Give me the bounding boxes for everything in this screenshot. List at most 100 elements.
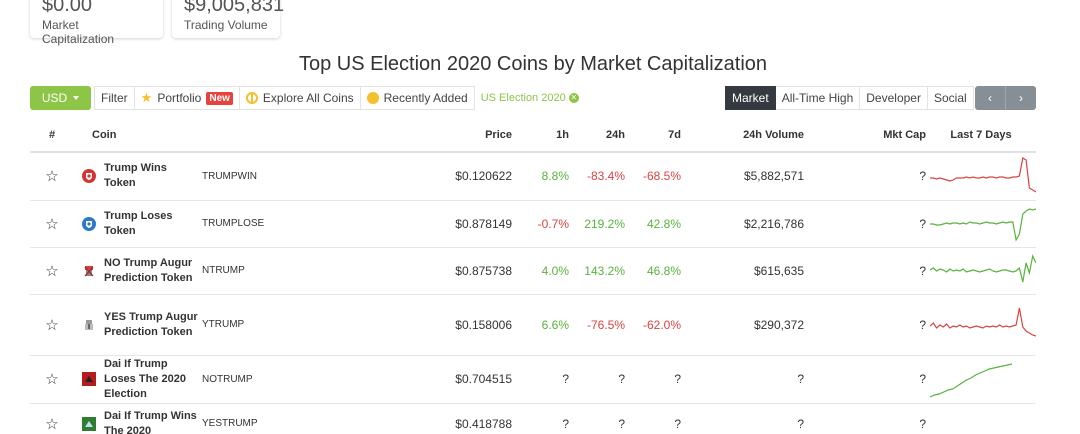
change-7d-cell: -68.5% bbox=[625, 152, 681, 201]
sparkline-path bbox=[930, 157, 1036, 193]
header-last-7-days: Last 7 Days bbox=[926, 119, 1036, 153]
recently-added-label: Recently Added bbox=[383, 91, 468, 105]
new-badge: New bbox=[206, 91, 233, 105]
portfolio-label: Portfolio bbox=[157, 91, 202, 105]
coin-symbol: TRUMPWIN bbox=[202, 170, 257, 182]
mkt-cap-cell: ? bbox=[804, 200, 926, 248]
sparkline-path bbox=[930, 307, 1036, 337]
coin-icon bbox=[366, 92, 379, 104]
sparkline-path bbox=[930, 253, 1036, 282]
coin-cell[interactable]: Trump Loses Token TRUMPLOSE bbox=[74, 209, 414, 239]
close-icon[interactable]: ✕ bbox=[568, 93, 579, 103]
coin-name[interactable]: Trump Loses Token bbox=[104, 209, 173, 237]
volume-cell: $5,882,571 bbox=[681, 152, 804, 201]
tab-all-time-high[interactable]: All-Time High bbox=[775, 86, 861, 110]
trading-volume-card: $9,005,831 Trading Volume bbox=[172, 0, 285, 38]
green-square-icon bbox=[82, 416, 96, 431]
coin-symbol: YESTRUMP bbox=[202, 418, 258, 429]
pager: ‹ › bbox=[975, 86, 1036, 110]
table-row[interactable]: ☆ YES Trump Augur Prediction Token YTRUMP $… bbox=[30, 294, 1036, 356]
header-mkt-cap[interactable]: Mkt Cap bbox=[804, 119, 926, 153]
coin-name[interactable]: Dai If Trump Wins The 2020 bbox=[104, 409, 197, 434]
header-coin-label: Coin bbox=[92, 129, 117, 141]
recently-added-button[interactable]: Recently Added bbox=[360, 86, 475, 110]
table-row[interactable]: ☆ Dai If Trump Loses The 2020 Election NOT… bbox=[30, 355, 1036, 404]
explore-all-coins-button[interactable]: Explore All Coins bbox=[239, 86, 361, 110]
price-cell: $0.878149 bbox=[414, 200, 512, 248]
change-7d-cell: ? bbox=[625, 403, 681, 434]
coin-cell[interactable]: Dai If Trump Loses The 2020 Election NOTR… bbox=[74, 357, 414, 402]
market-cap-value: $0.00 bbox=[42, 0, 93, 16]
change-1h-cell: 8.8% bbox=[512, 152, 569, 201]
favorite-star-icon[interactable]: ☆ bbox=[45, 415, 59, 433]
price-cell: $0.418788 bbox=[414, 403, 512, 434]
yes-trump-icon bbox=[82, 318, 96, 332]
star-icon: ★ bbox=[140, 90, 153, 105]
price-cell: $0.120622 bbox=[414, 152, 512, 201]
tab-market[interactable]: Market bbox=[725, 86, 776, 110]
page-title: Top US Election 2020 Coins by Market Cap… bbox=[298, 53, 768, 75]
category-tag[interactable]: US Election 2020 ✕ bbox=[474, 86, 585, 110]
category-tag-label: US Election 2020 bbox=[480, 92, 566, 104]
change-24h-cell: ? bbox=[569, 403, 625, 434]
market-cap-card: $0.00 Market Capitalization bbox=[30, 0, 163, 46]
change-24h-cell: 219.2% bbox=[569, 200, 625, 248]
sparkline-chart bbox=[930, 307, 1036, 337]
price-cell: $0.704515 bbox=[414, 355, 512, 404]
favorite-star-icon[interactable]: ☆ bbox=[45, 262, 59, 280]
change-1h-cell: 6.6% bbox=[512, 294, 569, 356]
market-cap-label: Market Capitalization bbox=[42, 18, 115, 46]
currency-dropdown[interactable]: USD bbox=[30, 86, 91, 110]
explore-label: Explore All Coins bbox=[262, 91, 354, 105]
volume-cell: ? bbox=[681, 355, 804, 404]
header-1h[interactable]: 1h bbox=[512, 119, 569, 153]
header-24h[interactable]: 24h bbox=[569, 119, 625, 153]
table-body: ☆ Trump Wins Token TRUMPWIN $0.120622 8.8% -8… bbox=[30, 152, 1036, 434]
change-7d-cell: 42.8% bbox=[625, 200, 681, 248]
table-row[interactable]: ☆ Trump Wins Token TRUMPWIN $0.120622 8.8% -8… bbox=[30, 152, 1036, 201]
portfolio-button[interactable]: ★ Portfolio New bbox=[134, 86, 240, 110]
filter-label: Filter bbox=[101, 91, 128, 105]
favorite-star-icon[interactable]: ☆ bbox=[45, 316, 59, 334]
header-rank: # bbox=[30, 119, 74, 153]
favorite-star-icon[interactable]: ☆ bbox=[45, 168, 59, 186]
coin-name[interactable]: NO Trump Augur Prediction Token bbox=[104, 256, 193, 284]
red-square-icon bbox=[82, 372, 96, 386]
coin-cell[interactable]: NO Trump Augur Prediction Token NTRUMP bbox=[74, 256, 414, 286]
mkt-cap-cell: ? bbox=[804, 403, 926, 434]
red-shield-icon bbox=[82, 169, 96, 184]
volume-cell: $290,372 bbox=[681, 294, 804, 356]
change-1h-cell: 4.0% bbox=[512, 247, 569, 295]
table-row[interactable]: ☆ NO Trump Augur Prediction Token NTRUMP $0… bbox=[30, 247, 1036, 295]
favorite-star-icon[interactable]: ☆ bbox=[45, 371, 59, 388]
next-page-button[interactable]: › bbox=[1019, 91, 1023, 105]
coin-name[interactable]: Dai If Trump Loses The 2020 Election bbox=[104, 357, 186, 400]
sparkline-chart bbox=[930, 253, 1036, 282]
header-24h-volume[interactable]: 24h Volume bbox=[681, 119, 804, 153]
coin-cell[interactable]: Trump Wins Token TRUMPWIN bbox=[74, 161, 414, 191]
coin-name[interactable]: YES Trump Augur Prediction Token bbox=[104, 310, 198, 338]
filter-button[interactable]: Filter bbox=[94, 86, 135, 110]
coin-name[interactable]: Trump Wins Token bbox=[104, 162, 167, 190]
table-row[interactable]: ☆ Dai If Trump Wins The 2020 YESTRUMP $0.41… bbox=[30, 403, 1036, 434]
sparkline-chart bbox=[930, 157, 1036, 193]
caret-down-icon bbox=[73, 96, 80, 100]
change-24h-cell: -83.4% bbox=[569, 152, 625, 201]
favorite-star-icon[interactable]: ☆ bbox=[45, 215, 59, 233]
coin-cell[interactable]: YES Trump Augur Prediction Token YTRUMP bbox=[74, 310, 414, 340]
prev-page-button[interactable]: ‹ bbox=[975, 86, 1006, 110]
table-row[interactable]: ☆ Trump Loses Token TRUMPLOSE $0.878149 -0.7… bbox=[30, 200, 1036, 248]
change-24h-cell: 143.2% bbox=[569, 247, 625, 295]
change-1h-cell: ? bbox=[512, 403, 569, 434]
tab-developer[interactable]: Developer bbox=[860, 86, 928, 110]
tab-social[interactable]: Social bbox=[927, 86, 974, 110]
coin-cell[interactable]: Dai If Trump Wins The 2020 YESTRUMP bbox=[74, 409, 414, 434]
mkt-cap-cell: ? bbox=[804, 294, 926, 356]
coin-symbol: TRUMPLOSE bbox=[202, 218, 265, 229]
header-7d[interactable]: 7d bbox=[625, 119, 681, 153]
trading-volume-value: $9,005,831 bbox=[184, 0, 285, 16]
sparkline-chart bbox=[930, 207, 1036, 242]
blue-shield-icon bbox=[82, 216, 96, 231]
no-trump-icon bbox=[82, 264, 96, 278]
header-price[interactable]: Price bbox=[414, 119, 512, 153]
